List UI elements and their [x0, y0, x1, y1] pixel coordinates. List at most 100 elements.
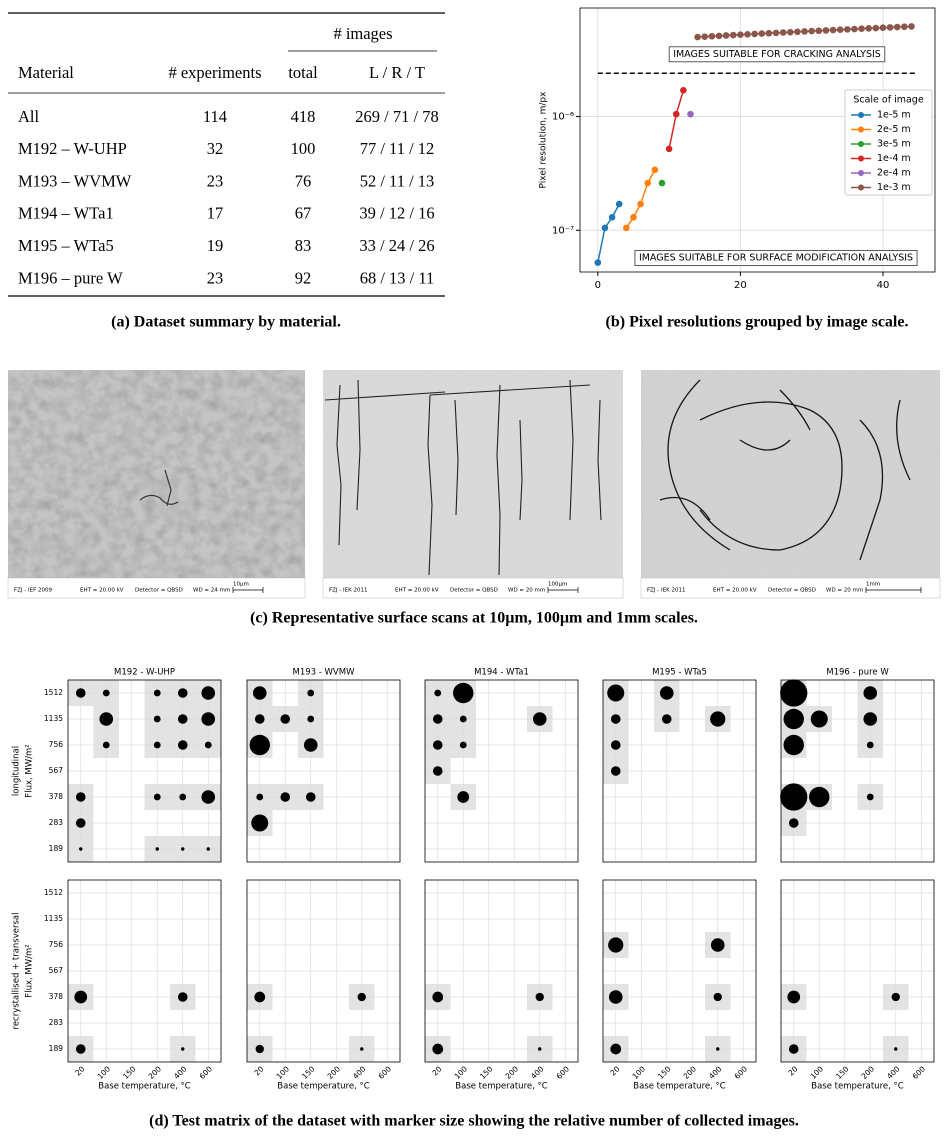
- bubble: [866, 741, 874, 749]
- bubble: [863, 686, 878, 700]
- x-axis-label: Base temperature, °C: [633, 1082, 725, 1092]
- bubble: [432, 1043, 444, 1055]
- bubble: [177, 740, 188, 750]
- x-axis-label: Base temperature, °C: [811, 1082, 903, 1092]
- panel-title: M193 - WVMW: [293, 668, 356, 678]
- data-point: [687, 110, 694, 118]
- bubble: [610, 766, 621, 776]
- data-point: [744, 31, 751, 38]
- scale-label: 100µm: [548, 582, 567, 588]
- data-point: [594, 259, 602, 266]
- y-axis-label: Flux, MW/m²: [25, 744, 35, 797]
- bubble: [99, 712, 114, 726]
- bubble: [102, 689, 110, 697]
- data-point: [872, 24, 880, 32]
- table-cell: 100: [291, 139, 316, 158]
- matrix-panel: M196 - pure W: [780, 668, 935, 863]
- bubble: [787, 990, 801, 1004]
- data-point: [893, 23, 901, 31]
- y-tick-label: 1512: [44, 888, 63, 897]
- x-tick-label: 100: [453, 1064, 470, 1081]
- caption: (c) Representative surface scans at 10µm…: [250, 610, 698, 627]
- x-tick-label: 20: [608, 1064, 621, 1077]
- x-tick-label: 200: [504, 1064, 521, 1081]
- table-cell: 52 / 11 / 13: [360, 171, 435, 190]
- data-point: [858, 25, 865, 32]
- table-cell: 83: [295, 236, 312, 255]
- matrix-panel: M193 - WVMW: [246, 668, 401, 863]
- legend-label: 1e-4 m: [877, 153, 911, 164]
- data-point: [815, 27, 823, 35]
- legend-swatch: [858, 170, 864, 176]
- matrix-panel: M195 - WTa5: [602, 668, 757, 863]
- data-point: [908, 23, 915, 30]
- legend-box: [844, 89, 933, 196]
- data-point: [694, 33, 701, 41]
- table-cell: All: [18, 107, 40, 126]
- series-line: [668, 90, 685, 150]
- x-tick-label: 600: [377, 1064, 394, 1081]
- caption: (d) Test matrix of the dataset with mark…: [149, 1113, 799, 1130]
- bubble: [249, 734, 270, 756]
- bubble: [75, 688, 86, 698]
- x-tick-label: 200: [326, 1064, 343, 1081]
- annotation: IMAGES SUITABLE FOR SURFACE MODIFICATION…: [639, 253, 913, 264]
- annotation-box: [634, 250, 918, 266]
- bubble: [457, 791, 470, 803]
- bubble: [305, 792, 316, 802]
- bubble: [206, 847, 210, 851]
- data-point: [623, 224, 630, 232]
- x-tick-label: 150: [300, 1064, 317, 1081]
- panel-frame: [67, 679, 222, 863]
- group-header: # images: [333, 24, 392, 43]
- x-tick-label: 600: [555, 1064, 572, 1081]
- y-tick-label: 378: [49, 792, 64, 801]
- bubble: [459, 715, 467, 723]
- panel-title: M196 - pure W: [826, 668, 889, 678]
- data-point: [822, 27, 830, 34]
- legend-swatch: [858, 141, 864, 147]
- table-cell: 92: [295, 268, 312, 287]
- panel-frame: [424, 879, 579, 1063]
- scan-image: [8, 370, 305, 578]
- x-tick-label: 200: [682, 1064, 699, 1081]
- legend-swatch: [858, 155, 864, 162]
- data-point: [665, 145, 673, 153]
- table-cell: 77 / 11 / 12: [360, 139, 435, 158]
- x-tick-label: 100: [631, 1064, 648, 1081]
- scan-info: WD = 20 mm: [826, 588, 863, 594]
- table-cell: M193 – WVMW: [18, 171, 132, 190]
- bubble: [254, 714, 265, 724]
- table-cell: 114: [203, 107, 227, 126]
- x-tick-label: 100: [96, 1064, 113, 1081]
- table: # images Material # experiments total L / R …: [8, 12, 445, 297]
- data-point: [737, 31, 744, 39]
- y-tick-label: 283: [49, 1018, 64, 1027]
- bubble: [155, 847, 159, 851]
- bubble: [432, 991, 444, 1003]
- matrix-panel: 20 100 150 200 400 600 Base temperature, °C: [246, 879, 401, 1092]
- data-point: [601, 224, 609, 232]
- bubble: [610, 740, 621, 750]
- data-point: [865, 25, 873, 32]
- bubble: [357, 992, 366, 1002]
- table-cell: 68 / 13 / 11: [360, 268, 435, 287]
- scale-bar: [232, 587, 264, 593]
- matrix-panel: 20 100 150 200 400 600 Base temperature, °C: [780, 879, 935, 1092]
- panel-title: M194 - WTa1: [474, 668, 529, 678]
- panel-title: M192 - W-UHP: [114, 668, 175, 678]
- bubble: [79, 847, 83, 851]
- bubble: [307, 689, 315, 697]
- matrix-panel: M194 - WTa1: [424, 668, 579, 863]
- x-axis-label: Base temperature, °C: [98, 1082, 190, 1092]
- table-cell: M195 – WTa5: [18, 236, 114, 255]
- scale-bar: [547, 587, 579, 593]
- bubble: [153, 793, 161, 801]
- bubble: [153, 689, 161, 697]
- bubble: [453, 682, 474, 704]
- data-point: [651, 166, 659, 174]
- panel-frame: [780, 879, 935, 1063]
- y-tick-label: 189: [49, 844, 64, 853]
- bubble: [75, 1044, 86, 1054]
